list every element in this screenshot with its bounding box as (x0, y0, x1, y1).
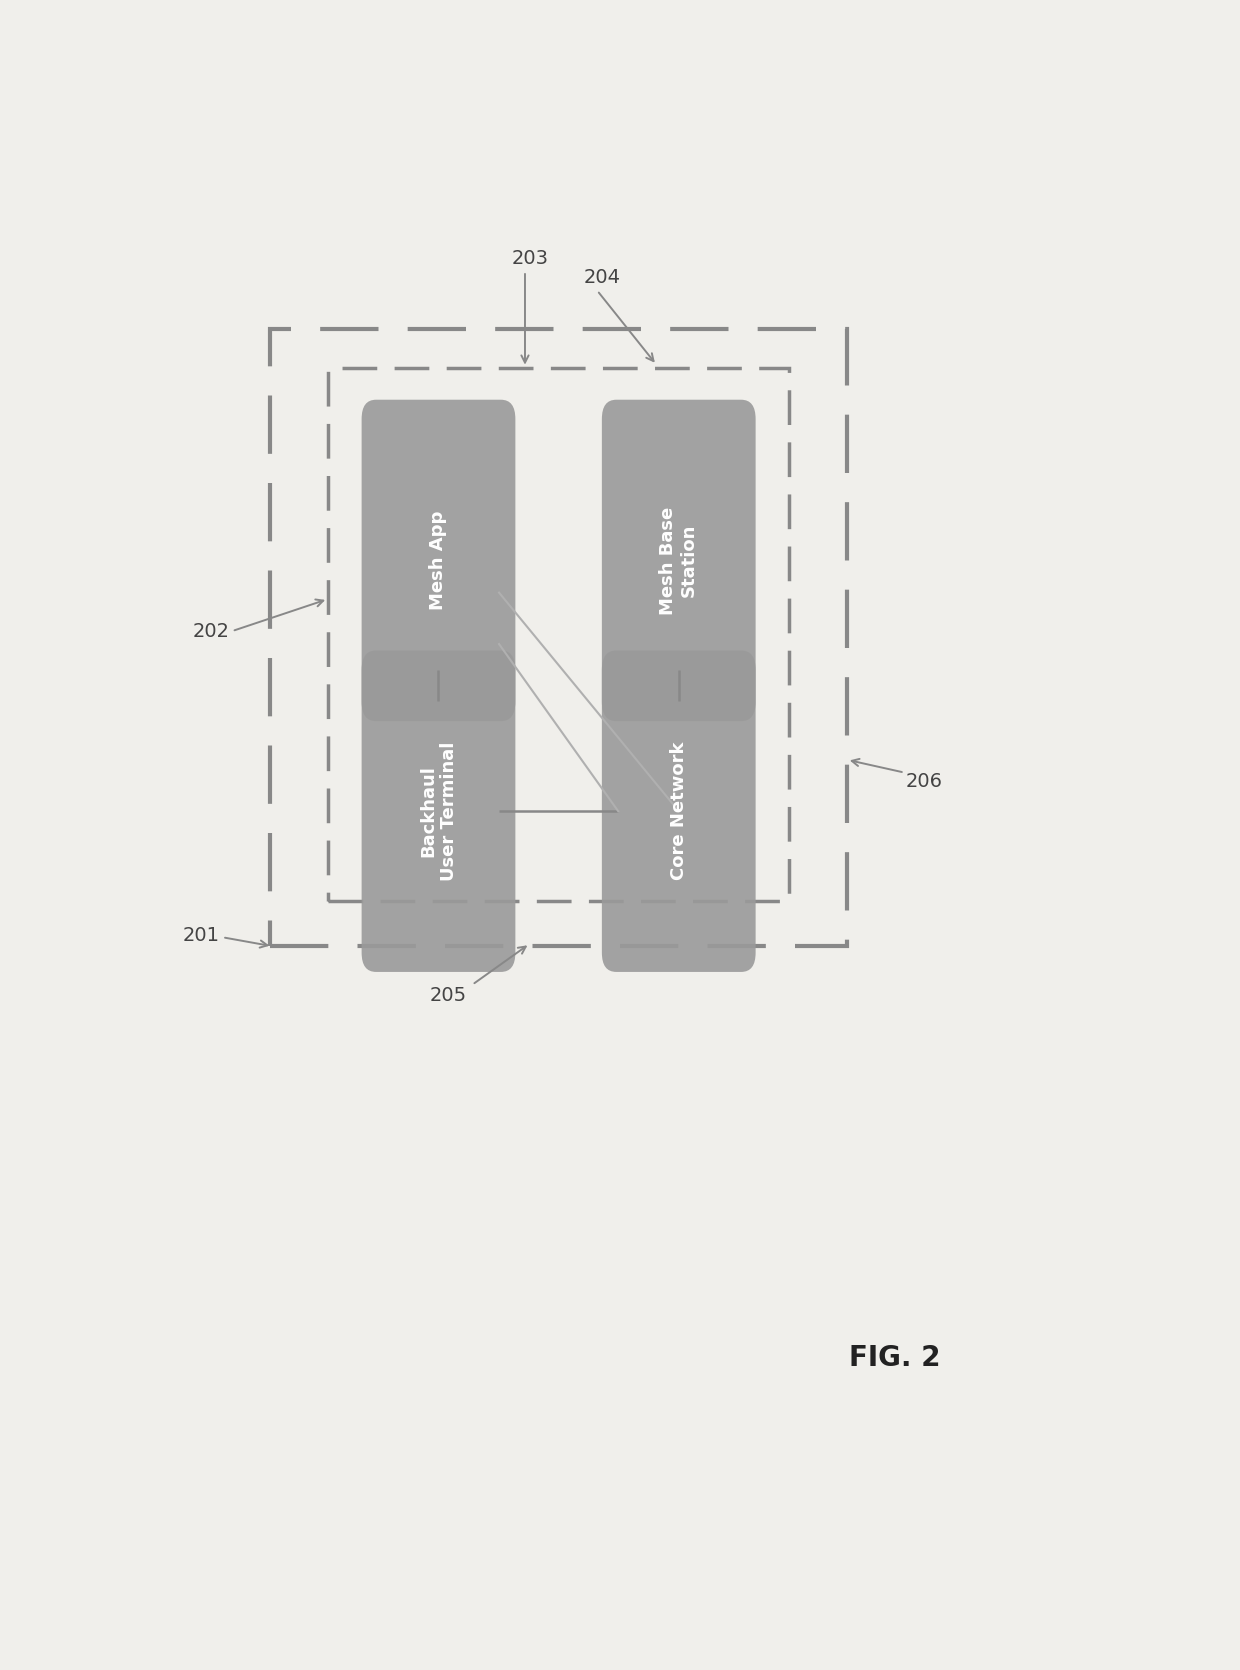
Text: FIG. 2: FIG. 2 (849, 1344, 941, 1371)
Text: Core Network: Core Network (670, 741, 688, 880)
Text: Backhaul
User Terminal: Backhaul User Terminal (419, 741, 458, 880)
FancyBboxPatch shape (601, 651, 755, 972)
Text: 206: 206 (905, 772, 942, 792)
Text: 202: 202 (192, 621, 229, 641)
Text: 205: 205 (429, 985, 466, 1005)
FancyBboxPatch shape (362, 651, 516, 972)
Text: Mesh Base
Station: Mesh Base Station (660, 506, 698, 615)
Text: 204: 204 (583, 269, 620, 287)
Text: 201: 201 (182, 927, 219, 945)
Text: 203: 203 (511, 249, 548, 267)
FancyBboxPatch shape (362, 399, 516, 721)
FancyBboxPatch shape (601, 399, 755, 721)
Bar (327, 367, 789, 902)
Text: Mesh App: Mesh App (429, 511, 448, 610)
Bar (270, 329, 847, 947)
